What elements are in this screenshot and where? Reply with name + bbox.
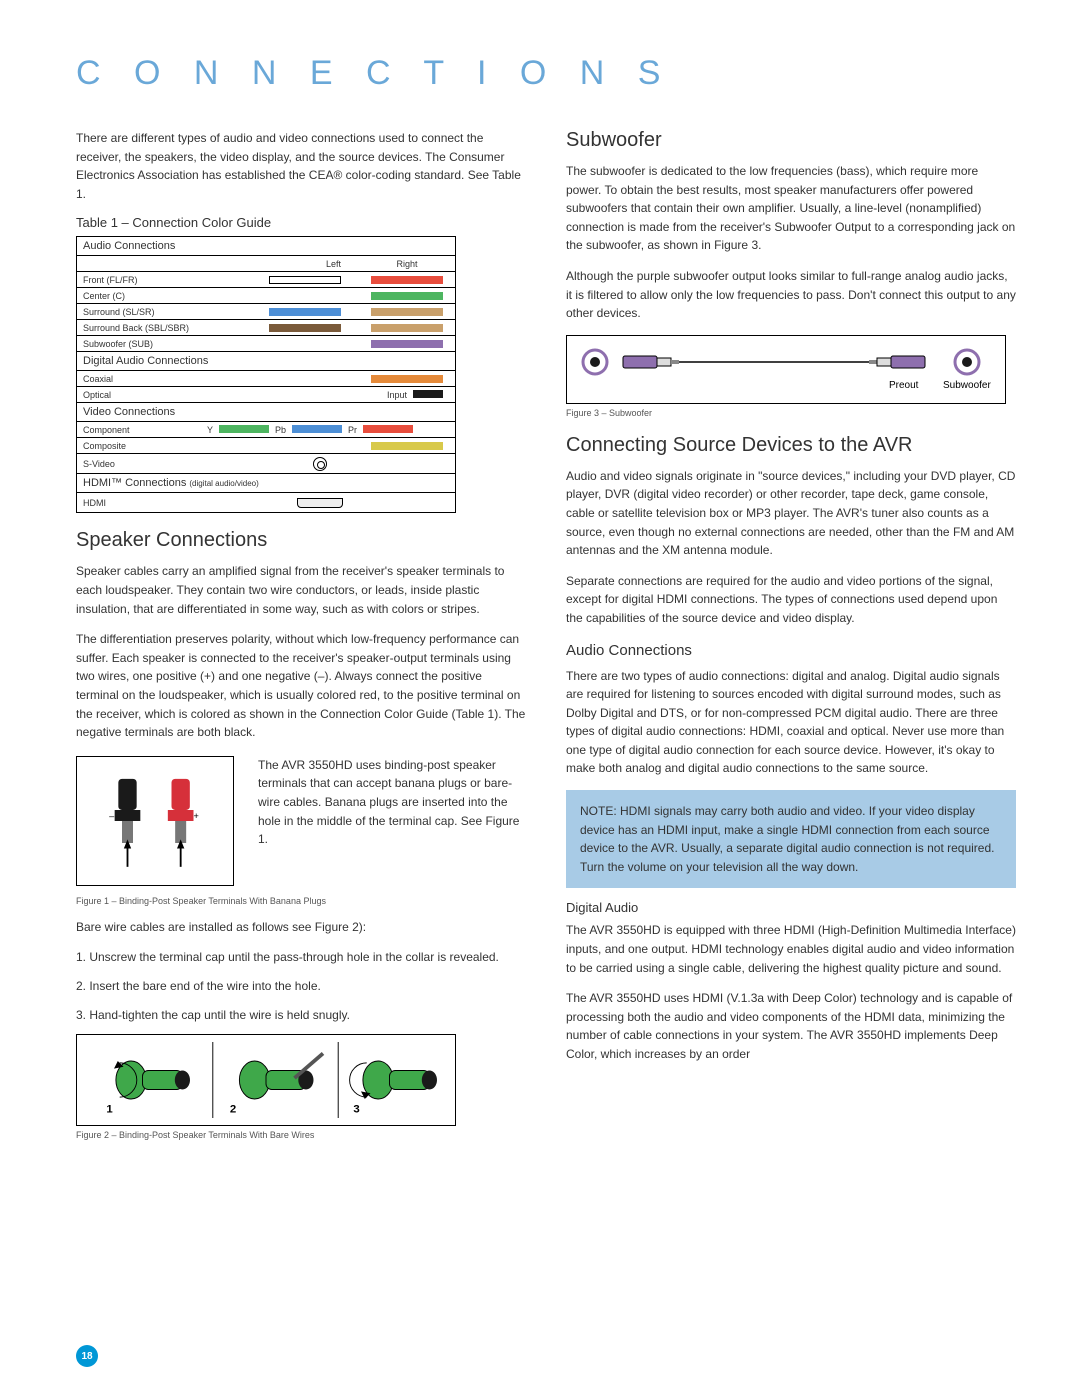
swatch-comp-pb [292, 425, 342, 433]
subwoofer-cable-svg: Preout Subwoofer [579, 346, 995, 392]
row-surround: Surround (SL/SR) [77, 304, 455, 320]
note-box: NOTE: HDMI signals may carry both audio … [566, 790, 1016, 888]
fig1-side-text: The AVR 3550HD uses binding-post speaker… [258, 756, 526, 849]
table-header-row: Left Right [77, 256, 455, 272]
page-number-badge: 18 [76, 1345, 98, 1367]
table-section-video: Video Connections [77, 403, 455, 422]
speaker-para-1: Speaker cables carry an amplified signal… [76, 562, 526, 618]
swatch-orange [371, 375, 443, 383]
sub-para-1: The subwoofer is dedicated to the low fr… [566, 162, 1016, 255]
note-body: HDMI signals may carry both audio and vi… [580, 804, 994, 874]
row-composite: Composite [77, 438, 455, 454]
fig2-label-2: 2 [230, 1103, 236, 1115]
swatch-tan2 [371, 324, 443, 332]
figure-3: Preout Subwoofer [566, 335, 1006, 404]
fig2-caption: Figure 2 – Binding-Post Speaker Terminal… [76, 1130, 526, 1140]
table-section-digital: Digital Audio Connections [77, 352, 455, 371]
swatch-comp-pr [363, 425, 413, 433]
intro-paragraph: There are different types of audio and v… [76, 129, 526, 203]
step-3: 3. Hand-tighten the cap until the wire i… [76, 1006, 526, 1025]
left-column: There are different types of audio and v… [76, 129, 526, 1152]
col-left: Left [326, 259, 341, 269]
heading-digital-audio: Digital Audio [566, 900, 1016, 915]
fig3-caption: Figure 3 – Subwoofer [566, 408, 1016, 418]
fig3-preout-label: Preout [889, 380, 919, 391]
swatch-tan [371, 308, 443, 316]
source-para-2: Separate connections are required for th… [566, 572, 1016, 628]
table1-caption: Table 1 – Connection Color Guide [76, 215, 526, 230]
fig1-caption: Figure 1 – Binding-Post Speaker Terminal… [76, 896, 526, 906]
hdmi-icon [297, 498, 343, 508]
fig3-sub-label: Subwoofer [943, 380, 991, 391]
table-section-hdmi: HDMI™ Connections (digital audio/video) [77, 474, 455, 493]
row-coax: Coaxial [77, 371, 455, 387]
swatch-white [269, 276, 341, 284]
fig2-label-1: 1 [106, 1103, 113, 1115]
swatch-purple [371, 340, 443, 348]
right-column: Subwoofer The subwoofer is dedicated to … [566, 129, 1016, 1152]
swatch-green [371, 292, 443, 300]
svideo-icon [313, 457, 327, 471]
audio-para-1: There are two types of audio connections… [566, 667, 1016, 779]
binding-post-svg: – + [85, 766, 225, 876]
step-2: 2. Insert the bare end of the wire into … [76, 977, 526, 996]
row-optical: Optical Input [77, 387, 455, 403]
bare-wire-svg: 1 2 3 [86, 1042, 446, 1118]
heading-subwoofer: Subwoofer [566, 129, 1016, 152]
heading-audio-connections: Audio Connections [566, 642, 1016, 659]
fig2-label-3: 3 [353, 1103, 359, 1115]
table-section-audio: Audio Connections [77, 237, 455, 256]
swatch-black [413, 390, 443, 398]
swatch-yellow [371, 442, 443, 450]
source-para-1: Audio and video signals originate in "so… [566, 467, 1016, 560]
digital-para-1: The AVR 3550HD is equipped with three HD… [566, 921, 1016, 977]
swatch-brown [269, 324, 341, 332]
row-subwoofer: Subwoofer (SUB) [77, 336, 455, 352]
connection-color-table: Audio Connections Left Right Front (FL/F… [76, 236, 456, 513]
optical-input-label: Input [387, 390, 407, 400]
heading-speaker-connections: Speaker Connections [76, 529, 526, 552]
bare-wire-intro: Bare wire cables are installed as follow… [76, 918, 526, 937]
row-svideo: S-Video [77, 454, 455, 474]
two-column-layout: There are different types of audio and v… [76, 129, 1016, 1152]
svg-text:+: + [194, 811, 199, 821]
row-surround-back: Surround Back (SBL/SBR) [77, 320, 455, 336]
figure-1: – + [76, 756, 234, 886]
swatch-comp-y [219, 425, 269, 433]
row-component: Component Y Pb Pr [77, 422, 455, 438]
digital-para-2: The AVR 3550HD uses HDMI (V.1.3a with De… [566, 989, 1016, 1063]
sub-para-2: Although the purple subwoofer output loo… [566, 267, 1016, 323]
swatch-red [371, 276, 443, 284]
swatch-blue [269, 308, 341, 316]
col-right: Right [371, 259, 443, 269]
page-title: C O N N E C T I O N S [76, 54, 1016, 93]
figure-2: 1 2 3 [76, 1034, 456, 1126]
row-hdmi: HDMI [77, 493, 455, 513]
row-front: Front (FL/FR) [77, 272, 455, 288]
row-center: Center (C) [77, 288, 455, 304]
step-1: 1. Unscrew the terminal cap until the pa… [76, 948, 526, 967]
speaker-para-2: The differentiation preserves polarity, … [76, 630, 526, 742]
heading-connecting-sources: Connecting Source Devices to the AVR [566, 434, 1016, 457]
note-label: NOTE: [580, 804, 617, 818]
